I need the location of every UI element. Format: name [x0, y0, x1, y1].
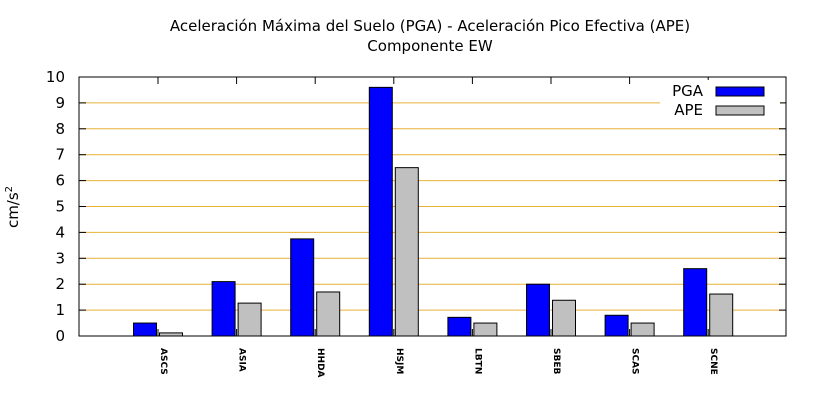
- y-tick-label: 9: [55, 94, 65, 112]
- x-tick-label: ASCS: [158, 348, 168, 375]
- y-tick-label: 3: [55, 249, 65, 267]
- bar-ape-scas: [630, 322, 655, 337]
- bar-ape-hhda: [316, 291, 341, 337]
- y-tick-label: 8: [55, 120, 65, 138]
- x-tick-label: HSJM: [394, 348, 404, 374]
- y-axis-label-exponent: 2: [4, 186, 15, 192]
- y-tick-label: 5: [55, 198, 65, 216]
- y-axis-label-base: cm/s: [4, 192, 22, 228]
- bar-ape-scne: [709, 293, 734, 337]
- bar-ape-hsjm: [394, 167, 419, 337]
- bar-pga-hhda: [290, 238, 315, 337]
- bar-pga-sbeb: [526, 283, 550, 337]
- x-tick-label: SBEB: [551, 348, 561, 374]
- y-tick-label: 1: [55, 301, 65, 319]
- chart-title: Aceleración Máxima del Suelo (PGA) - Ace…: [170, 17, 690, 35]
- bar-pga-ascs: [133, 322, 157, 337]
- bar-pga-scas: [604, 314, 629, 337]
- bar-ape-sbeb: [552, 299, 576, 337]
- gridlines: [79, 102, 786, 311]
- y-tick-label: 2: [55, 275, 65, 293]
- x-axis-ticks: ASCS ASIA HHDA HSJM LBTN SBEB SCAS SCNE: [157, 77, 718, 378]
- y-axis-ticks: 0 1 2 3 4 5 6 7 8 9 10: [46, 68, 786, 345]
- bar-ape-lbtn: [473, 322, 498, 337]
- x-tick-label: ASIA: [237, 348, 247, 372]
- legend: PGA APE: [660, 80, 780, 120]
- bar-pga-lbtn: [447, 316, 472, 337]
- y-tick-label: 4: [55, 223, 65, 241]
- bar-ape-asia: [237, 302, 262, 337]
- chart-subtitle: Componente EW: [367, 37, 493, 55]
- bars: [133, 86, 734, 337]
- y-axis-label: cm/s2: [4, 186, 22, 228]
- y-tick-label: 7: [55, 146, 65, 164]
- x-tick-label: SCNE: [708, 348, 718, 375]
- legend-swatch-pga: [715, 86, 765, 97]
- x-tick-label: SCAS: [630, 348, 640, 375]
- y-tick-label: 10: [46, 68, 65, 86]
- legend-swatch-ape: [715, 105, 765, 116]
- x-tick-label: LBTN: [472, 348, 482, 374]
- legend-label-ape: APE: [674, 101, 703, 119]
- bar-pga-hsjm: [368, 86, 393, 337]
- x-tick-label: HHDA: [315, 348, 325, 378]
- y-tick-label: 0: [55, 327, 65, 345]
- bar-pga-asia: [211, 281, 236, 337]
- y-tick-label: 6: [55, 172, 65, 190]
- legend-label-pga: PGA: [672, 82, 704, 100]
- bar-pga-scne: [683, 268, 708, 337]
